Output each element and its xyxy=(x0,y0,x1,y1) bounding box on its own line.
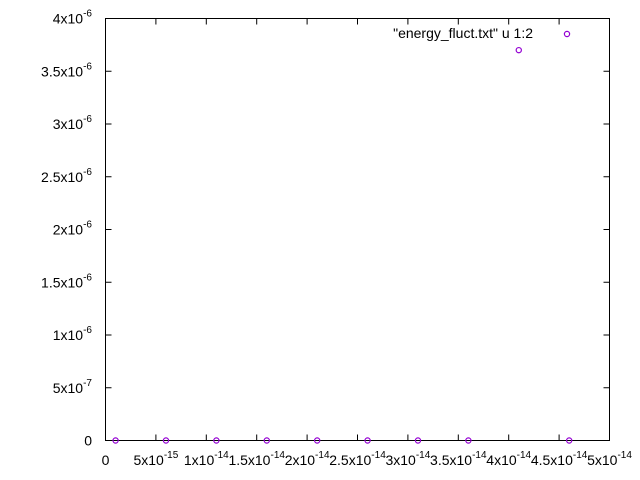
data-point xyxy=(263,437,270,444)
y-tick-label: 4x10-6 xyxy=(53,9,93,27)
x-tick-label: 5x10-15 xyxy=(133,450,178,468)
y-tick-label: 3.5x10-6 xyxy=(41,61,92,79)
y-tick-labels: 0 5x10-7 1x10-6 1.5x10-6 2x10-6 2.5x10-6 3x10-… xyxy=(41,9,92,449)
x-tick-label: 4.5x10-14 xyxy=(531,450,588,468)
y-tick-label: 0 xyxy=(84,433,92,449)
legend: "energy_fluct.txt" u 1:2 xyxy=(393,25,571,41)
x-tick-label: 0 xyxy=(102,452,110,468)
data-point xyxy=(112,437,119,444)
y-tick-label: 2.5x10-6 xyxy=(41,167,92,185)
x-tick-label: 1x10-14 xyxy=(184,450,229,468)
x-tick-label: 2x10-14 xyxy=(285,450,330,468)
legend-marker xyxy=(563,30,571,38)
x-tick-labels: 0 5x10-15 1x10-14 1.5x10-14 2x10-14 2.5x10-14… xyxy=(102,450,633,468)
x-tick-label: 3x10-14 xyxy=(385,450,430,468)
data-point xyxy=(313,437,321,444)
data-point xyxy=(364,437,371,444)
x-tick-label: 2.5x10-14 xyxy=(329,450,386,468)
axis-ticks xyxy=(105,18,610,441)
legend-label: "energy_fluct.txt" u 1:2 xyxy=(393,25,533,41)
y-tick-label: 1x10-6 xyxy=(53,325,93,343)
y-tick-label: 3x10-6 xyxy=(53,114,93,132)
data-point xyxy=(515,46,522,54)
x-tick-label: 4x10-14 xyxy=(486,450,531,468)
x-tick-label: 1.5x10-14 xyxy=(228,450,285,468)
data-point xyxy=(213,437,220,444)
data-point xyxy=(465,437,472,444)
x-tick-label: 5x10-14 xyxy=(587,450,632,468)
data-points xyxy=(112,46,573,444)
data-point xyxy=(414,437,422,444)
y-tick-label: 5x10-7 xyxy=(53,378,93,396)
y-tick-label: 1.5x10-6 xyxy=(41,272,92,290)
plot-frame xyxy=(105,18,610,441)
legend-marker-symbol xyxy=(563,30,571,38)
x-tick-label: 3.5x10-14 xyxy=(430,450,487,468)
data-point xyxy=(162,437,170,444)
data-point xyxy=(565,437,573,444)
y-tick-label: 2x10-6 xyxy=(53,220,93,238)
